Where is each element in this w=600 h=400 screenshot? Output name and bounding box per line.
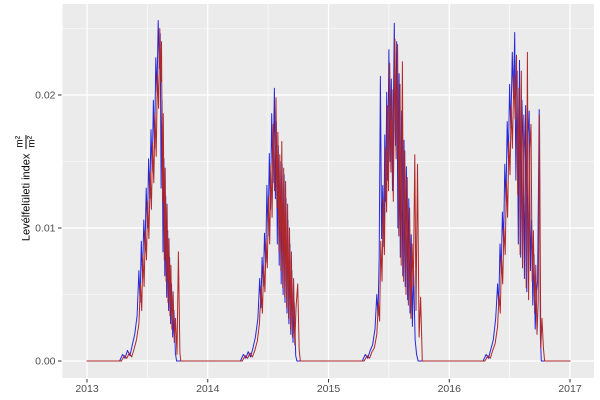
y-axis-unit-denominator: m² (26, 135, 38, 148)
y-axis-unit-fraction: m² m² (14, 134, 38, 149)
series-blue-line (86, 20, 571, 362)
y-tick-label: 0.00 (35, 356, 56, 368)
x-tick-label: 2014 (196, 383, 220, 395)
x-tick-label: 2013 (75, 383, 99, 395)
x-tick-label: 2015 (317, 383, 341, 395)
y-tick-label: 0.01 (35, 223, 56, 235)
x-tick-label: 2016 (438, 383, 462, 395)
series-red-line (86, 28, 571, 362)
y-axis-unit-numerator: m² (14, 134, 27, 149)
y-tick-label: 0.02 (35, 90, 56, 102)
x-tick-label: 2017 (558, 383, 582, 395)
y-axis-title-text: Levélfelületi index (20, 153, 32, 242)
y-axis-title: Levélfelületi index m² m² (14, 134, 38, 242)
